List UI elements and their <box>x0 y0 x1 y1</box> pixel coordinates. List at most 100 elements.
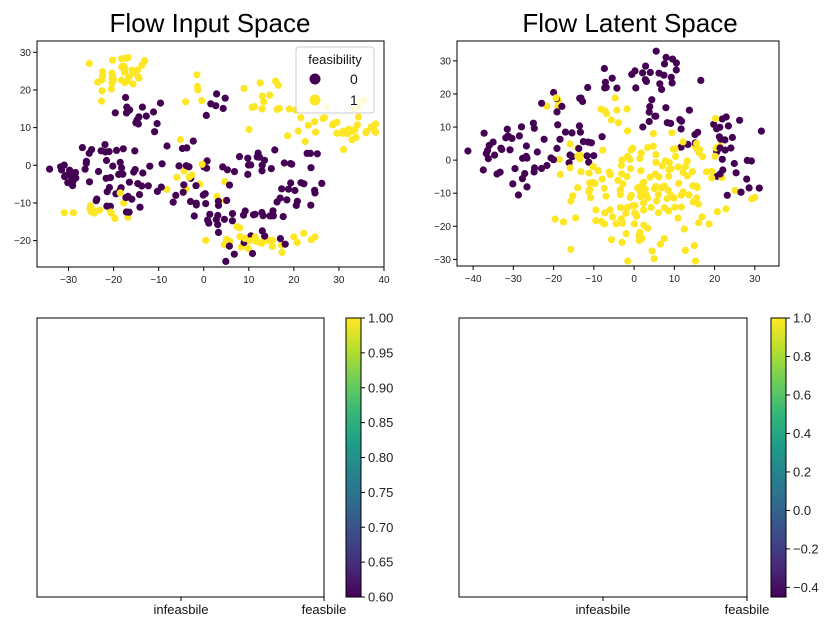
point-feasibility-1 <box>618 156 626 164</box>
point-feasibility-0 <box>632 84 640 92</box>
y-tick-label: 30 <box>440 56 452 67</box>
point-feasibility-0 <box>585 158 593 166</box>
colorbar-segment <box>346 551 361 556</box>
point-feasibility-0 <box>715 133 724 141</box>
point-feasibility-0 <box>491 151 499 159</box>
point-feasibility-0 <box>522 152 530 160</box>
colorbar-segment <box>346 450 361 455</box>
point-feasibility-0 <box>101 141 109 149</box>
point-feasibility-1 <box>108 69 116 77</box>
colorbar-segment <box>771 436 786 441</box>
x-tick-label: −10 <box>150 275 167 286</box>
colorbar: 0.60 0.65 0.70 0.75 0.80 0.85 0.90 0.95 1.00 <box>345 311 393 605</box>
colorbar-segment <box>346 464 361 469</box>
point-feasibility-0 <box>515 132 524 140</box>
point-feasibility-0 <box>122 194 130 202</box>
x-label-feasible: feasbile <box>302 602 347 617</box>
point-feasibility-0 <box>736 116 744 124</box>
point-feasibility-0 <box>503 125 511 133</box>
colorbar-segment <box>771 454 786 458</box>
y-tick-label: −10 <box>434 189 451 200</box>
point-feasibility-0 <box>153 120 161 128</box>
colorbar-tick-label: −0.2 <box>793 541 819 556</box>
colorbar-segment <box>771 537 786 542</box>
colorbar-segment <box>771 548 786 553</box>
point-feasibility-0 <box>598 133 606 141</box>
scatter-latent-space: −40 −30 −20 −10 0 10 20 30 −30 −20 −10 0 10 20 30 <box>434 40 780 285</box>
point-feasibility-1 <box>616 186 624 194</box>
point-feasibility-0 <box>46 165 54 173</box>
point-feasibility-0 <box>146 162 154 170</box>
colorbar-segment <box>346 572 361 577</box>
point-feasibility-1 <box>653 197 661 205</box>
colorbar-segment <box>346 405 361 410</box>
point-feasibility-0 <box>480 129 488 137</box>
point-feasibility-0 <box>116 158 124 166</box>
point-feasibility-0 <box>543 161 551 170</box>
point-feasibility-0 <box>122 208 130 216</box>
point-feasibility-1 <box>646 173 654 181</box>
point-feasibility-1 <box>556 170 565 179</box>
point-feasibility-1 <box>248 103 256 111</box>
colorbar-segment <box>346 576 361 581</box>
point-feasibility-1 <box>600 184 608 192</box>
point-feasibility-1 <box>609 213 617 221</box>
colorbar-segment <box>346 502 361 507</box>
colorbar-segment <box>346 579 361 584</box>
x-tick-label: −40 <box>465 274 482 285</box>
point-feasibility-0 <box>550 88 558 97</box>
point-feasibility-1 <box>266 91 274 99</box>
point-feasibility-1 <box>329 120 338 128</box>
colorbar-segment <box>346 506 361 511</box>
point-feasibility-1 <box>258 92 266 100</box>
colorbar-segment <box>771 513 786 518</box>
point-feasibility-0 <box>283 196 291 204</box>
point-feasibility-0 <box>284 185 293 193</box>
point-feasibility-0 <box>538 99 546 107</box>
point-feasibility-1 <box>574 184 582 192</box>
colorbar-segment <box>346 537 361 542</box>
point-feasibility-0 <box>655 69 663 77</box>
point-feasibility-1 <box>616 204 625 212</box>
point-feasibility-1 <box>188 171 196 179</box>
point-feasibility-1 <box>683 157 691 165</box>
point-feasibility-1 <box>129 80 137 88</box>
colorbar-segment <box>346 548 361 553</box>
colorbar-segment <box>346 384 361 389</box>
point-feasibility-0 <box>249 211 258 219</box>
colorbar-segment <box>771 338 786 343</box>
point-feasibility-0 <box>697 76 705 84</box>
point-feasibility-1 <box>258 105 266 113</box>
colorbar-segment <box>771 401 786 406</box>
point-feasibility-1 <box>693 139 701 148</box>
colorbar-segment <box>346 583 361 588</box>
colorbar-segment <box>771 422 786 427</box>
point-feasibility-0 <box>136 203 144 211</box>
point-feasibility-0 <box>743 175 751 183</box>
colorbar-segment <box>346 481 361 486</box>
colorbar-segment <box>346 429 361 434</box>
legend-label-1: 1 <box>350 92 358 108</box>
colorbar-segment <box>771 541 786 546</box>
colorbar-segment <box>346 530 361 535</box>
colorbar-segment <box>346 377 361 382</box>
point-feasibility-0 <box>68 175 76 183</box>
colorbar: −0.4 −0.2 0.0 0.2 0.4 0.6 0.8 1.0 <box>770 311 819 598</box>
point-feasibility-1 <box>587 194 595 202</box>
point-feasibility-0 <box>276 235 284 243</box>
point-feasibility-1 <box>691 257 700 265</box>
point-feasibility-0 <box>642 77 651 85</box>
point-feasibility-1 <box>623 105 631 113</box>
point-feasibility-1 <box>566 140 574 148</box>
colorbar-segment <box>346 356 361 361</box>
point-feasibility-1 <box>97 97 106 105</box>
point-feasibility-1 <box>333 129 341 137</box>
point-feasibility-0 <box>587 139 596 147</box>
legend-marker-0 <box>309 73 321 85</box>
point-feasibility-0 <box>662 104 670 112</box>
point-feasibility-0 <box>576 94 584 102</box>
point-feasibility-1 <box>699 153 707 161</box>
point-feasibility-0 <box>239 211 248 219</box>
point-feasibility-1 <box>340 145 348 154</box>
